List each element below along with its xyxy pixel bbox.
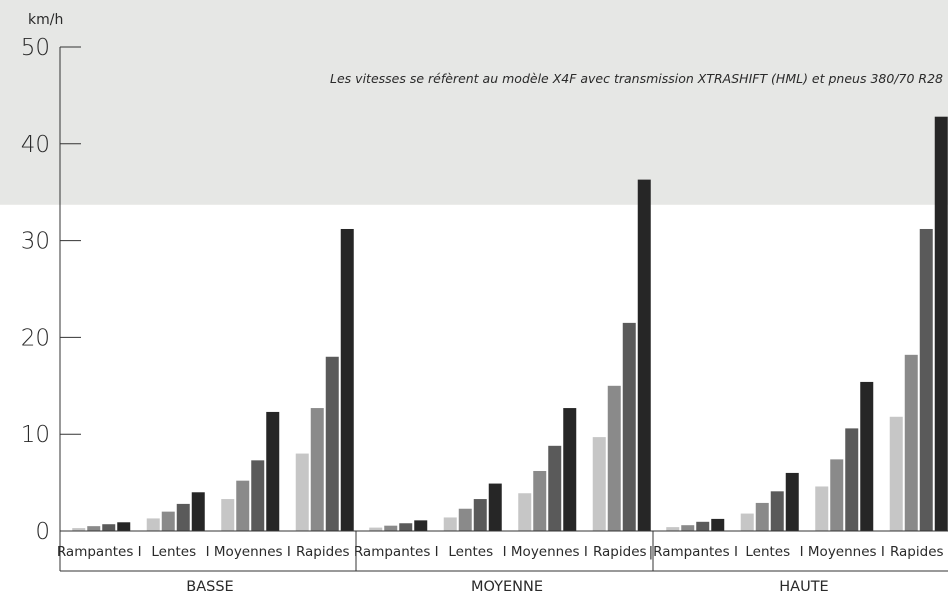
bar-haute-moyennes-1: [815, 486, 829, 531]
bar-haute-lentes-1: [740, 513, 754, 531]
bar-basse-lentes-2: [161, 511, 175, 531]
bar-basse-lentes-4: [191, 492, 205, 531]
x-tick-label: Rapides: [890, 544, 944, 560]
bar-haute-lentes-4: [785, 472, 799, 531]
bar-moyenne-rapides-4: [637, 179, 651, 531]
bar-moyenne-lentes-4: [488, 483, 502, 531]
y-ticks: 0 10 20 30 40 50: [21, 35, 81, 545]
bar-basse-lentes-1: [146, 518, 160, 531]
group-label: MOYENNE: [471, 579, 543, 595]
bar-basse-rapides-1: [295, 453, 309, 531]
x-tick-label: Rampantes I: [354, 544, 439, 560]
bar-moyenne-moyennes-3: [548, 445, 562, 531]
y-tick-label: 0: [35, 519, 50, 545]
bar-haute-moyennes-4: [860, 381, 874, 531]
bar-basse-moyennes-1: [221, 499, 235, 531]
bar-basse-rampantes-4: [117, 522, 131, 531]
x-tick-label: Lentes: [448, 544, 493, 560]
bar-haute-rampantes-3: [696, 521, 710, 531]
x-axis: Rampantes I Lentes I Moyennes I Rapides Ramp…: [57, 530, 948, 595]
bar-haute-rapides-3: [919, 228, 933, 531]
bar-basse-rapides-2: [310, 408, 324, 531]
bars-layer: [72, 116, 948, 532]
bar-haute-rampantes-2: [681, 525, 695, 531]
bar-basse-rapides-3: [325, 356, 339, 531]
bar-basse-rampantes-3: [102, 524, 116, 531]
bar-haute-moyennes-2: [830, 459, 844, 531]
bar-moyenne-lentes-1: [443, 517, 457, 531]
y-tick-label: 50: [21, 35, 50, 61]
x-tick-label: I Moyennes I: [206, 544, 291, 560]
bar-basse-rampantes-2: [87, 526, 101, 531]
bar-moyenne-rapides-3: [622, 322, 636, 531]
bar-haute-rapides-1: [889, 416, 903, 531]
reference-band: [0, 0, 948, 205]
bar-moyenne-moyennes-1: [518, 493, 532, 531]
bar-basse-moyennes-4: [266, 411, 280, 531]
bar-haute-rapides-4: [934, 116, 948, 532]
bar-haute-rampantes-4: [711, 518, 725, 531]
bar-moyenne-rampantes-4: [414, 520, 428, 531]
x-tick-label: Lentes: [151, 544, 196, 560]
bar-haute-rampantes-1: [666, 527, 680, 531]
group-label: BASSE: [186, 579, 233, 595]
bar-basse-rapides-4: [340, 228, 354, 531]
x-tick-label: Rapides: [296, 544, 350, 560]
x-tick-label: |Rampantes I: [649, 544, 738, 560]
group-label: HAUTE: [779, 579, 828, 595]
bar-haute-rapides-2: [904, 354, 918, 531]
y-tick-label: 40: [21, 132, 50, 158]
bar-moyenne-rampantes-2: [384, 525, 398, 531]
y-tick-label: 20: [21, 325, 50, 351]
bar-moyenne-lentes-3: [473, 499, 487, 531]
bar-haute-lentes-2: [755, 502, 769, 531]
bar-basse-lentes-3: [176, 503, 190, 531]
bar-moyenne-rapides-1: [592, 437, 606, 531]
bar-moyenne-rampantes-1: [369, 527, 383, 531]
x-tick-label: I Moyennes I: [800, 544, 885, 560]
x-tick-label: I Moyennes I: [503, 544, 588, 560]
y-axis-unit-label: km/h: [28, 12, 63, 28]
bar-moyenne-rapides-2: [607, 385, 621, 531]
x-tick-label: Rampantes I: [57, 544, 142, 560]
bar-moyenne-moyennes-4: [563, 408, 577, 531]
bar-basse-rampantes-1: [72, 528, 86, 531]
y-tick-label: 30: [21, 229, 50, 255]
bar-basse-moyennes-3: [251, 460, 265, 531]
bar-moyenne-lentes-2: [458, 508, 472, 531]
x-tick-label: Rapides: [593, 544, 647, 560]
bar-moyenne-rampantes-3: [399, 523, 413, 531]
chart-annotation: Les vitesses se réfèrent au modèle X4F a…: [330, 71, 943, 86]
bar-haute-lentes-3: [770, 491, 784, 531]
bar-moyenne-moyennes-2: [533, 470, 547, 531]
y-tick-label: 10: [21, 422, 50, 448]
bar-haute-moyennes-3: [845, 428, 859, 531]
bar-basse-moyennes-2: [236, 480, 250, 531]
x-tick-label: Lentes: [745, 544, 790, 560]
